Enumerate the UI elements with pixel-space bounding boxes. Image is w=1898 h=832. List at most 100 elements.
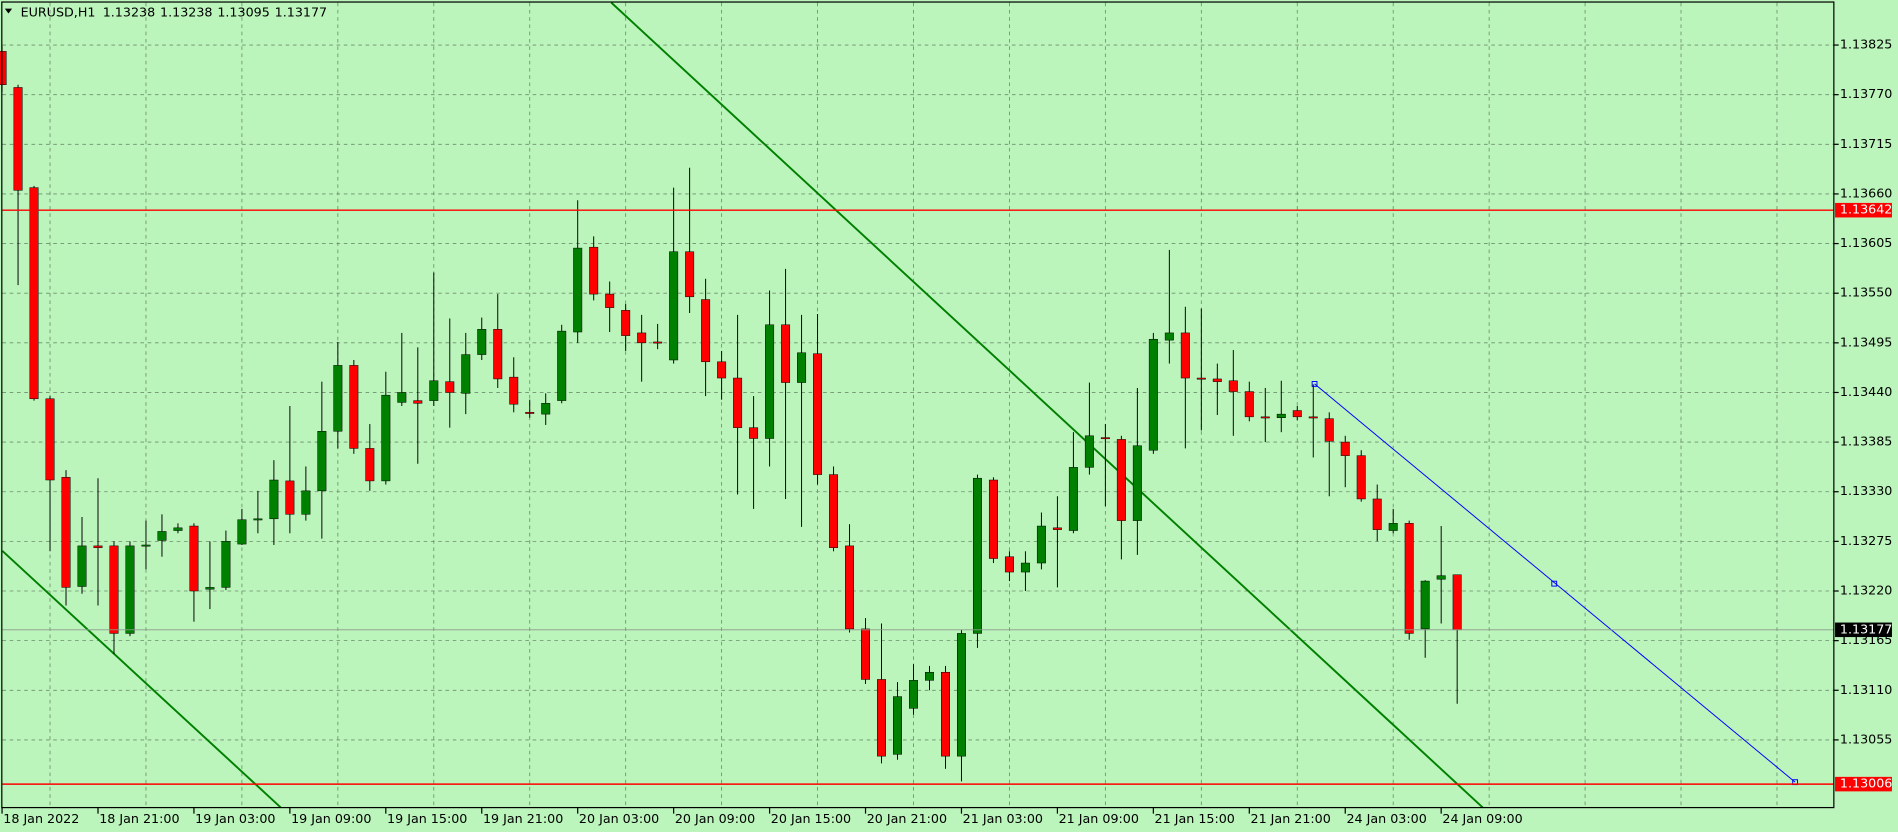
candle-body [621,310,631,336]
header-open: 1.13238 [103,4,155,19]
candle-body [573,247,583,333]
candle-body [1132,445,1142,521]
candle-body [61,477,71,588]
candle-body [765,324,775,439]
candle-body [685,251,695,298]
candle-body [1436,575,1446,580]
overlay: 1.13825 1.13770 1.13715 1.13660 1.13605 1.135… [1,37,1892,826]
candle-body [1308,416,1318,419]
candle-body [221,541,231,588]
candle-body [653,341,663,344]
bid-label: 1.13177 [1840,621,1892,636]
candle-body [877,679,886,757]
drawings [1,1,1799,809]
candle-body [141,544,151,547]
grid [2,2,1834,808]
candle-body [605,293,615,308]
y-tick-label: 1.13385 [1840,434,1892,449]
y-tick-label: 1.13770 [1840,86,1892,101]
candle-body [1324,418,1334,442]
candle-body [1020,562,1030,573]
candle-body [333,365,343,432]
candle-body [1356,455,1366,500]
candle-body [509,376,519,405]
candle-body [525,412,535,414]
candle-body [13,87,23,191]
candle-body [1340,441,1350,456]
candle-body [541,403,551,415]
x-tick-label: 18 Jan 21:00 [99,811,179,826]
candle-body [93,545,103,548]
candle-body [1068,467,1078,531]
candle-body [637,332,647,344]
anchor-point [1551,580,1558,587]
candle-body [1244,391,1254,418]
candle-body [1180,332,1190,379]
x-tick-label: 21 Jan 15:00 [1155,811,1235,826]
price-label-box [1835,202,1892,218]
y-tick-label: 1.13110 [1840,682,1892,697]
candle-body [477,329,487,355]
candle-body [956,633,966,757]
candle-body [349,365,359,449]
candle-body [397,392,407,403]
y-tick-label: 1.13275 [1840,533,1892,548]
header-low: 1.13095 [217,4,269,19]
candle-body [1452,574,1462,631]
candle-body [1404,523,1414,634]
price-label: 1.13006 [1840,776,1892,791]
candle-body [461,354,471,394]
x-tick-label: 21 Jan 03:00 [963,811,1043,826]
menu-triangle [4,8,13,14]
candle-body [237,519,247,545]
candle-body [717,361,727,379]
candle-body [845,545,855,630]
candle-body [413,400,423,404]
candle-body [269,479,279,520]
candle-body [733,377,743,428]
candle-body [1260,416,1270,419]
x-tick-label: 20 Jan 21:00 [867,811,947,826]
anchor-point [1311,381,1318,387]
candle-body [972,477,982,634]
candle-body [1148,338,1158,451]
candle-body [1100,437,1110,440]
candle-body [1276,413,1286,418]
x-tick-label: 24 Jan 09:00 [1442,811,1522,826]
candle-body [781,324,791,383]
candle-body [109,545,119,634]
candle-body [1388,523,1398,531]
candle-body [925,671,934,681]
candle-body [1004,556,1014,573]
y-tick-label: 1.13440 [1840,384,1892,399]
candle-body [189,525,199,592]
y-tick-label: 1.13055 [1840,731,1892,746]
candle-body [29,187,39,400]
candle-body [1420,580,1430,630]
trend-line [1,550,282,809]
candle-body [77,545,87,587]
x-tick-label: 20 Jan 09:00 [675,811,755,826]
trend-line [1314,383,1796,783]
x-tick-label: 19 Jan 21:00 [483,811,563,826]
candle-body [1052,527,1062,530]
candle-body [1164,332,1174,341]
y-tick-label: 1.13825 [1840,37,1892,52]
candle-body [988,479,998,559]
y-tick-label: 1.13495 [1840,334,1892,349]
plot-frame [1,1,1835,809]
candle-body [205,587,215,590]
candle-body [285,480,295,515]
candle-body [701,299,711,363]
candle-body [445,381,455,393]
candle-body [173,527,183,531]
candle-body [157,531,167,541]
price-label-box [1835,776,1892,792]
candle-body [1084,435,1094,468]
candle-body [1036,525,1046,564]
candle-body [557,330,567,401]
candle-body [940,671,950,757]
candle-body [317,431,327,492]
